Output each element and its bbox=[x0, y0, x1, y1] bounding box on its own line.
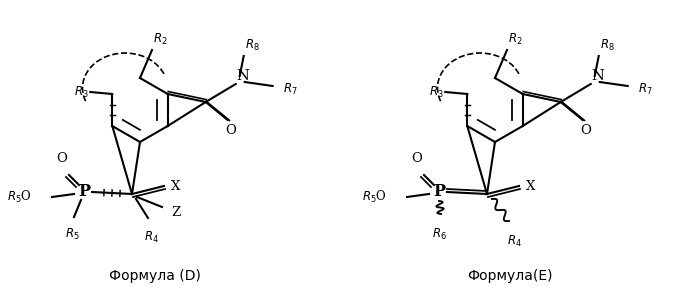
Text: $R_5$: $R_5$ bbox=[65, 227, 79, 242]
Text: Формула(E): Формула(E) bbox=[467, 269, 553, 283]
Text: X: X bbox=[171, 179, 180, 193]
Text: O: O bbox=[57, 152, 67, 165]
Text: $R_5$O: $R_5$O bbox=[7, 189, 32, 205]
Text: $R_5$O: $R_5$O bbox=[362, 189, 387, 205]
Text: $R_7$: $R_7$ bbox=[637, 81, 652, 96]
Text: O: O bbox=[412, 152, 422, 165]
Text: $R_3$: $R_3$ bbox=[428, 84, 443, 99]
Text: Z: Z bbox=[171, 206, 180, 219]
Text: P: P bbox=[78, 183, 90, 201]
Text: $R_8$: $R_8$ bbox=[600, 38, 614, 53]
Text: $R_2$: $R_2$ bbox=[508, 32, 523, 47]
Text: $R_4$: $R_4$ bbox=[507, 234, 521, 249]
Text: P: P bbox=[433, 183, 445, 201]
Text: N: N bbox=[237, 69, 250, 83]
Text: O: O bbox=[225, 124, 236, 137]
Text: O: O bbox=[580, 124, 591, 137]
Text: $R_6$: $R_6$ bbox=[431, 227, 447, 242]
Text: Формула (D): Формула (D) bbox=[109, 269, 201, 283]
Text: $R_3$: $R_3$ bbox=[73, 84, 88, 99]
Text: N: N bbox=[592, 69, 605, 83]
Text: $R_4$: $R_4$ bbox=[143, 230, 159, 245]
Text: $R_2$: $R_2$ bbox=[153, 32, 168, 47]
Text: X: X bbox=[526, 179, 535, 193]
Text: $R_8$: $R_8$ bbox=[245, 38, 259, 53]
Text: $R_7$: $R_7$ bbox=[282, 81, 297, 96]
